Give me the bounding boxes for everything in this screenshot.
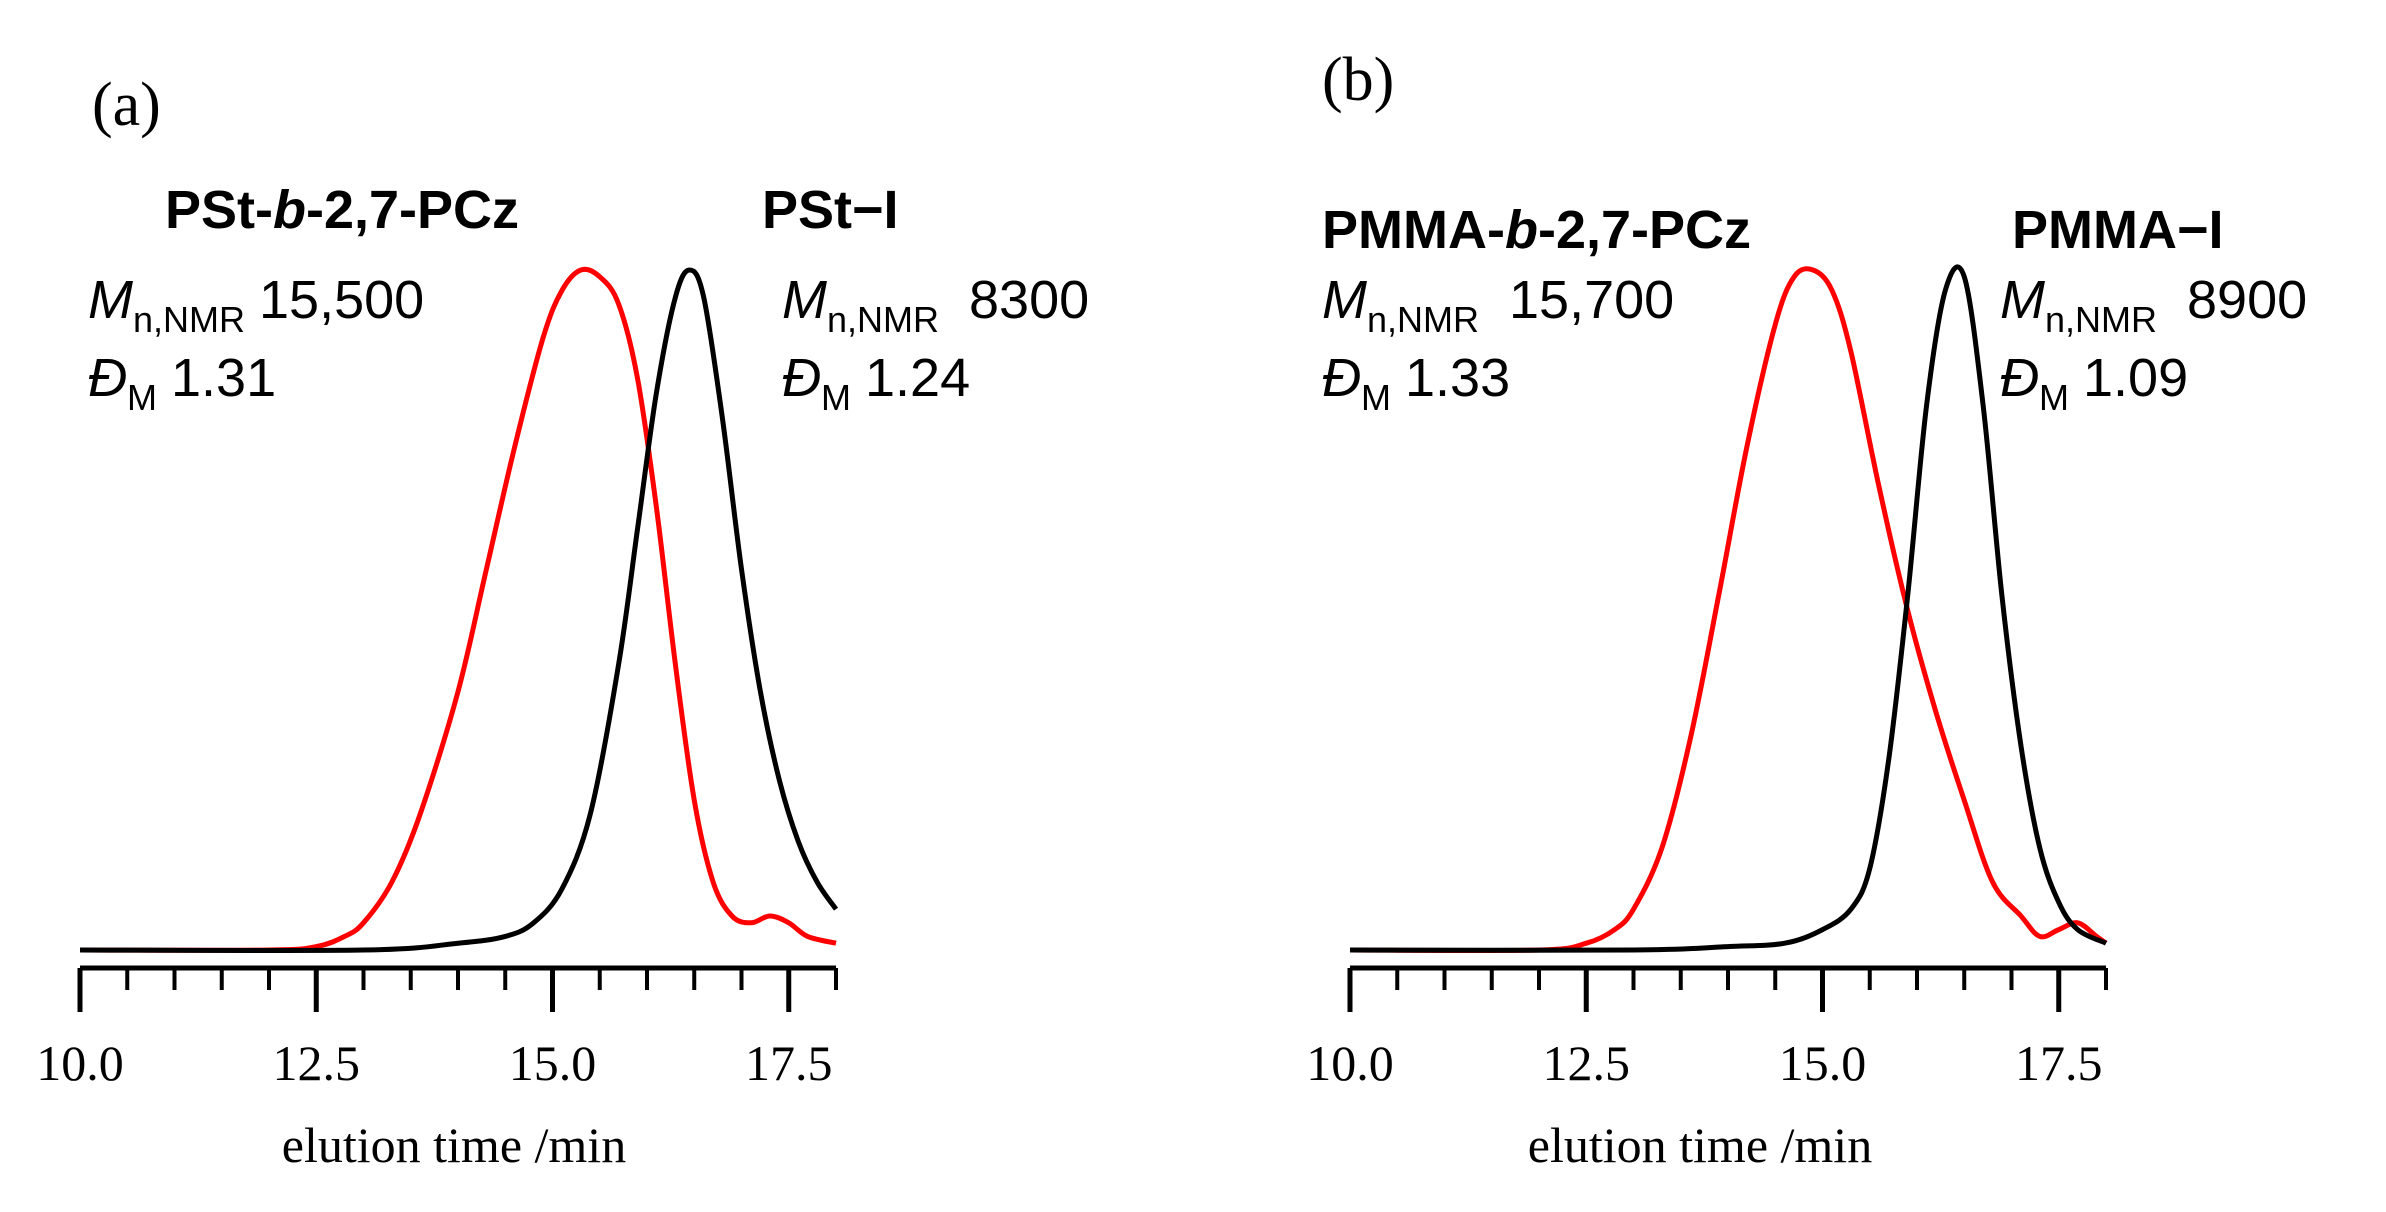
- sample-label-b-2: PMMA−I: [2012, 200, 2224, 260]
- x-tick-label-a: 15.0: [509, 1035, 597, 1091]
- x-tick-label-b: 17.5: [2015, 1035, 2103, 1091]
- x-tick-label-a: 17.5: [745, 1035, 833, 1091]
- sample-label-a-1: PSt-b-2,7-PCz: [165, 180, 519, 240]
- mn-label-b-1: Mn,NMR 15,700: [1322, 270, 1674, 340]
- x-tick-label-a: 10.0: [36, 1035, 124, 1091]
- x-axis-title-b: elution time /min: [1528, 1117, 1872, 1173]
- chart-panel-b: (b) PMMA-b-2,7-PCz Mn,NMR 15,700 ĐM 1.33 P…: [1306, 46, 2307, 1173]
- dispersity-label-a-2: ĐM 1.24: [782, 348, 970, 418]
- series-line-a-1: [79, 266, 837, 953]
- sample-label-a-2: PSt−I: [762, 180, 899, 240]
- panel-label-b: (b): [1322, 46, 1394, 114]
- series-line-a-2: [79, 267, 839, 953]
- mn-label-a-1: Mn,NMR 15,500: [88, 270, 424, 340]
- plot-area-b: 10.0 12.5 15.0 17.5: [1306, 264, 2108, 1091]
- x-tick-label-b: 12.5: [1543, 1035, 1631, 1091]
- chart-panel-a: (a) PSt-b-2,7-PCz Mn,NMR 15,500 ĐM 1.31 PS…: [36, 71, 1089, 1173]
- mn-label-a-2: Mn,NMR 8300: [782, 270, 1089, 340]
- mn-label-b-2: Mn,NMR 8900: [2000, 270, 2307, 340]
- x-tick-label-a: 12.5: [273, 1035, 361, 1091]
- dispersity-label-b-1: ĐM 1.33: [1322, 348, 1510, 418]
- dispersity-label-b-2: ĐM 1.09: [2000, 348, 2188, 418]
- plot-area-a: 10.0 12.5 15.0 17.5: [36, 266, 839, 1091]
- x-tick-label-b: 10.0: [1306, 1035, 1394, 1091]
- series-line-b-1: [1349, 266, 2108, 953]
- panel-label-a: (a): [92, 71, 161, 139]
- x-tick-label-b: 15.0: [1779, 1035, 1867, 1091]
- x-axis-title-a: elution time /min: [282, 1117, 626, 1173]
- series-line-b-2: [1349, 264, 2108, 953]
- dispersity-label-a-1: ĐM 1.31: [88, 348, 276, 418]
- sample-label-b-1: PMMA-b-2,7-PCz: [1322, 200, 1751, 260]
